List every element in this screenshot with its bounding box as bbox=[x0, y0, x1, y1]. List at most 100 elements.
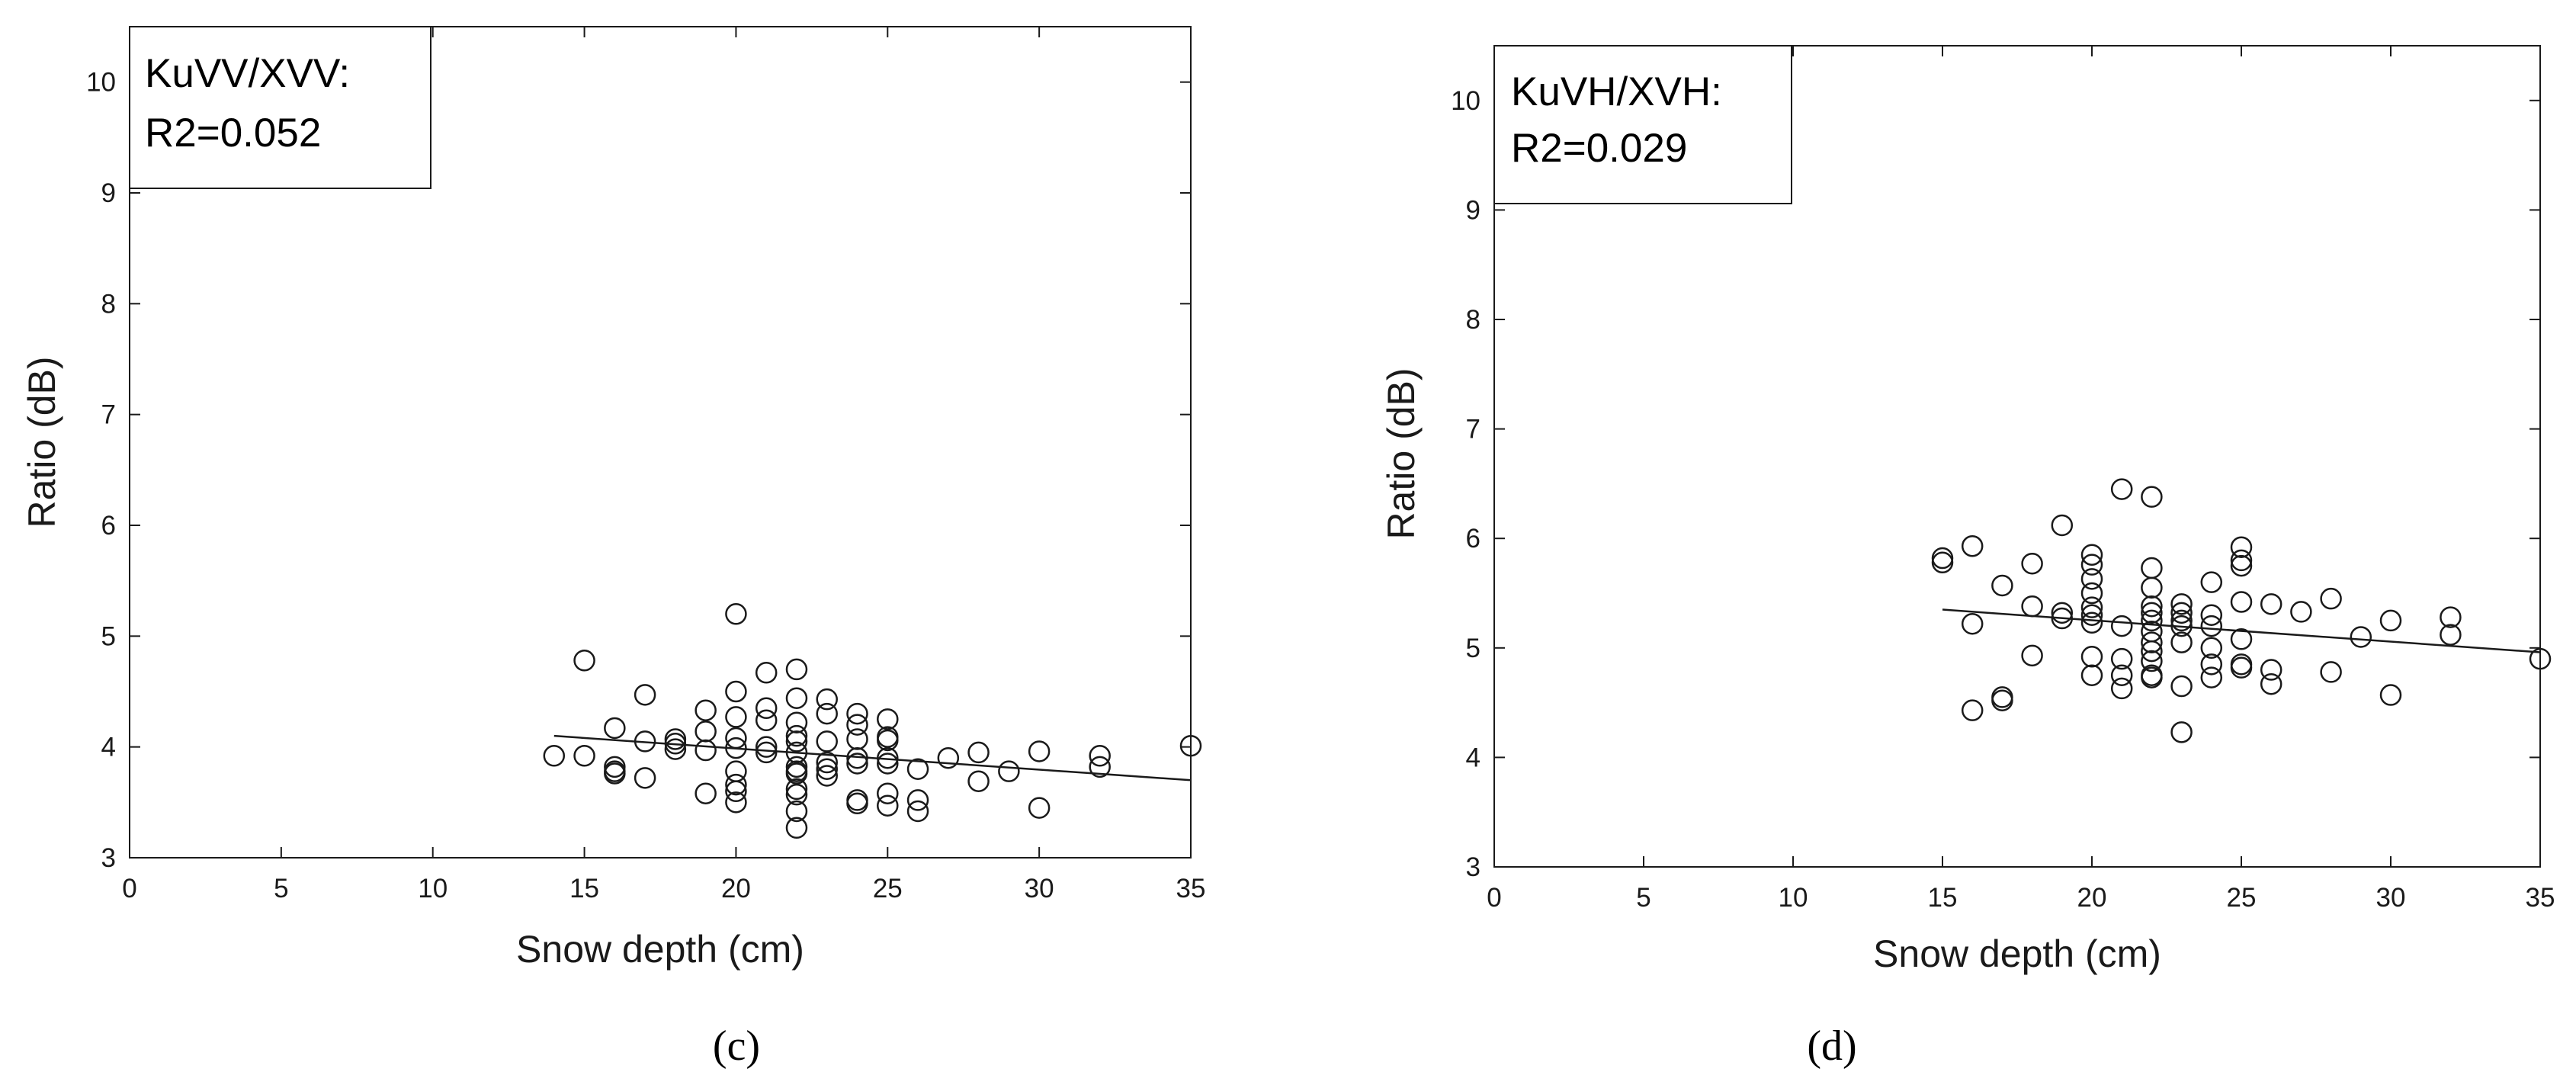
y-axis-title-c: Ratio (dB) bbox=[21, 356, 63, 528]
data-point bbox=[2021, 644, 2043, 667]
points-d bbox=[1931, 478, 2552, 743]
data-point bbox=[816, 758, 838, 780]
data-point bbox=[785, 658, 808, 681]
data-point bbox=[2200, 604, 2223, 626]
data-point bbox=[2141, 486, 2163, 508]
data-point bbox=[2350, 626, 2372, 648]
data-point bbox=[725, 680, 747, 703]
data-point bbox=[1961, 612, 1984, 635]
data-point bbox=[937, 746, 960, 769]
plot-area-c bbox=[129, 26, 1192, 859]
data-point bbox=[1961, 699, 1984, 721]
data-point bbox=[573, 650, 595, 672]
annotation-box-d bbox=[1493, 45, 1792, 204]
data-point bbox=[755, 662, 778, 684]
data-point bbox=[2080, 568, 2103, 590]
data-point bbox=[2200, 571, 2223, 593]
data-point bbox=[695, 782, 717, 804]
data-point bbox=[2110, 677, 2133, 700]
data-point bbox=[725, 773, 747, 796]
data-point bbox=[1931, 551, 1954, 574]
data-point bbox=[2080, 582, 2103, 605]
data-point bbox=[2080, 554, 2103, 576]
data-point bbox=[2080, 664, 2103, 686]
data-point bbox=[846, 753, 868, 775]
data-point bbox=[634, 684, 656, 706]
data-point bbox=[1931, 547, 1954, 570]
annotation-line-2-d: R2=0.029 bbox=[1511, 126, 1687, 171]
data-point bbox=[1028, 797, 1051, 819]
data-point bbox=[1991, 574, 2013, 597]
data-point bbox=[634, 730, 656, 753]
data-point bbox=[2230, 536, 2253, 558]
x-tick-label: 20 bbox=[721, 874, 751, 903]
data-point bbox=[755, 709, 778, 732]
data-point bbox=[1991, 689, 2013, 711]
data-point bbox=[2051, 607, 2074, 630]
x-tick-label: 35 bbox=[2526, 883, 2555, 913]
data-point bbox=[1089, 756, 1111, 778]
y-tick-label: 10 bbox=[86, 68, 116, 98]
data-point bbox=[785, 817, 808, 839]
panel-caption-d: (d) bbox=[1807, 1022, 1856, 1070]
data-point bbox=[2260, 593, 2282, 615]
data-point bbox=[785, 724, 808, 747]
data-point bbox=[695, 739, 717, 762]
data-point bbox=[755, 736, 778, 758]
data-point bbox=[725, 737, 747, 759]
data-point bbox=[2379, 684, 2402, 706]
data-point bbox=[967, 741, 990, 764]
data-point bbox=[1961, 535, 1984, 557]
y-tick-label: 4 bbox=[1466, 743, 1480, 772]
y-tick-label: 5 bbox=[1466, 634, 1480, 663]
data-point bbox=[604, 717, 626, 740]
data-point bbox=[2200, 653, 2223, 676]
x-tick-label: 25 bbox=[873, 874, 903, 903]
data-point bbox=[785, 730, 808, 753]
data-point bbox=[2110, 615, 2133, 637]
y-tick-label: 5 bbox=[101, 621, 116, 651]
data-point bbox=[2200, 666, 2223, 688]
data-point bbox=[2170, 631, 2193, 653]
y-tick-label: 9 bbox=[101, 178, 116, 208]
data-point bbox=[877, 782, 899, 804]
data-point bbox=[2141, 557, 2163, 579]
data-point bbox=[2440, 624, 2462, 646]
data-point bbox=[725, 603, 747, 625]
x-tick-label: 10 bbox=[418, 874, 448, 903]
data-point bbox=[2110, 478, 2133, 500]
data-point bbox=[2051, 514, 2074, 537]
annotation-line-1-d: KuVH/XVH: bbox=[1511, 69, 1722, 114]
data-point bbox=[2080, 646, 2103, 668]
data-point bbox=[906, 789, 929, 811]
data-point bbox=[2320, 587, 2342, 610]
data-point bbox=[2170, 602, 2193, 624]
data-point bbox=[2141, 576, 2163, 599]
y-tick-label: 8 bbox=[1466, 305, 1480, 335]
data-point bbox=[755, 697, 778, 720]
data-point bbox=[2051, 602, 2074, 624]
data-point bbox=[906, 800, 929, 823]
data-point bbox=[543, 745, 566, 767]
annotation-line-1-c: KuVV/XVV: bbox=[145, 51, 350, 96]
data-point bbox=[2230, 554, 2253, 577]
data-point bbox=[2230, 628, 2253, 650]
data-point bbox=[877, 729, 899, 752]
data-point bbox=[2110, 664, 2133, 686]
data-point bbox=[2440, 606, 2462, 628]
data-point bbox=[877, 753, 899, 775]
fit-line-c bbox=[553, 734, 1192, 781]
data-point bbox=[785, 778, 808, 801]
data-point bbox=[846, 728, 868, 750]
data-point bbox=[816, 765, 838, 787]
x-tick-label: 30 bbox=[2376, 883, 2406, 913]
data-point bbox=[725, 791, 747, 814]
data-point bbox=[967, 770, 990, 792]
y-tick-label: 4 bbox=[101, 733, 116, 762]
data-point bbox=[2379, 609, 2402, 632]
y-tick-label: 8 bbox=[101, 289, 116, 319]
data-point bbox=[2141, 650, 2163, 672]
data-point bbox=[2290, 601, 2312, 623]
data-point bbox=[846, 702, 868, 725]
